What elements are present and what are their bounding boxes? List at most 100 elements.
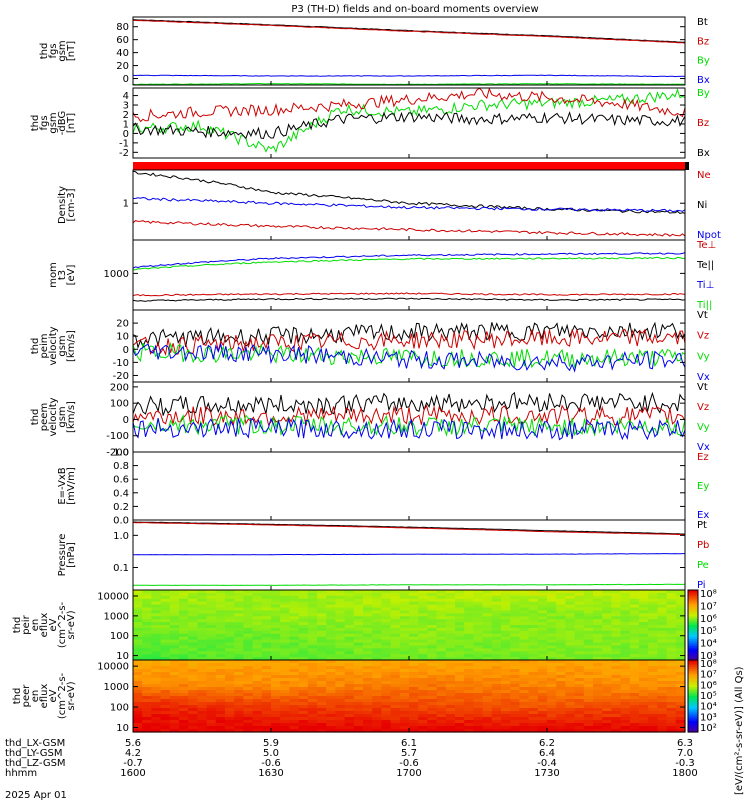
heatmap-cell xyxy=(629,720,640,724)
colorbar-segment xyxy=(688,653,698,656)
heatmap-cell xyxy=(390,592,401,597)
heatmap-cell xyxy=(657,720,668,724)
heatmap-cell xyxy=(409,672,419,676)
heatmap-cell xyxy=(473,639,484,644)
heatmap-cell xyxy=(243,627,254,632)
heatmap-cell xyxy=(547,666,557,670)
heatmap-cell xyxy=(307,708,318,712)
heatmap-cell xyxy=(335,663,346,667)
heatmap-cell xyxy=(317,726,327,730)
colorbar-segment xyxy=(688,708,698,711)
heatmap-cell xyxy=(528,633,539,638)
heatmap-cell xyxy=(381,702,392,706)
heatmap-cell xyxy=(501,604,511,609)
heatmap-cell xyxy=(390,639,401,644)
heatmap-cell xyxy=(344,598,355,603)
heatmap-cell xyxy=(142,720,152,724)
heatmap-cell xyxy=(317,598,327,603)
heatmap-cell xyxy=(547,595,557,600)
heatmap-cell xyxy=(491,702,502,706)
heatmap-cell xyxy=(565,711,576,715)
heatmap-cell xyxy=(280,592,290,597)
legend-label: Bx xyxy=(697,148,710,159)
heatmap-cell xyxy=(307,675,318,679)
heatmap-cell xyxy=(464,681,474,685)
heatmap-cell xyxy=(648,684,658,688)
heatmap-cell xyxy=(464,696,474,700)
heatmap-cell xyxy=(399,648,410,652)
heatmap-cell xyxy=(482,711,493,715)
heatmap-cell xyxy=(142,678,152,682)
heatmap-cell xyxy=(556,723,566,727)
heatmap-cell xyxy=(344,619,355,623)
heatmap-cell xyxy=(252,651,263,655)
heatmap-cell xyxy=(620,729,631,733)
colorbar-segment xyxy=(688,674,698,677)
heatmap-cell xyxy=(409,696,419,700)
heatmap-cell xyxy=(436,687,447,691)
heatmap-cell xyxy=(491,678,502,682)
heatmap-cell xyxy=(307,678,318,682)
heatmap-cell xyxy=(593,657,603,661)
heatmap-cell xyxy=(169,675,180,679)
heatmap-cell xyxy=(344,708,355,712)
heatmap-cell xyxy=(298,714,309,718)
heatmap-cell xyxy=(399,690,410,694)
heatmap-cell xyxy=(409,619,419,623)
heatmap-cell xyxy=(280,654,290,658)
heatmap-cell xyxy=(215,648,226,652)
heatmap-cell xyxy=(142,616,152,620)
heatmap-cell xyxy=(344,681,355,685)
heatmap-cell xyxy=(298,607,309,611)
heatmap-cell xyxy=(179,595,189,600)
heatmap-cell xyxy=(648,720,658,724)
heatmap-cell xyxy=(160,648,171,652)
heatmap-cell xyxy=(179,648,189,652)
heatmap-cell xyxy=(547,610,557,614)
heatmap-cell xyxy=(510,663,520,667)
heatmap-cell xyxy=(593,696,603,700)
heatmap-cell xyxy=(593,678,603,682)
heatmap-cell xyxy=(271,660,281,664)
heatmap-cell xyxy=(280,642,290,646)
heatmap-cell xyxy=(528,604,539,609)
heatmap-cell xyxy=(271,601,281,606)
heatmap-cell xyxy=(565,699,576,703)
heatmap-cell xyxy=(335,627,346,632)
heatmap-cell xyxy=(225,657,235,661)
heatmap-cell xyxy=(271,684,281,688)
heatmap-cell xyxy=(675,592,686,597)
heatmap-cell xyxy=(252,726,263,730)
heatmap-cell xyxy=(602,675,612,679)
heatmap-cell xyxy=(197,590,208,594)
heatmap-cell xyxy=(464,648,474,652)
panel-frame xyxy=(132,16,686,86)
heatmap-cell xyxy=(510,726,520,730)
heatmap-cell xyxy=(344,699,355,703)
heatmap-cell xyxy=(593,714,603,718)
colorbar-segment xyxy=(688,712,698,715)
colorbar-segment xyxy=(688,699,698,702)
heatmap-cell xyxy=(188,687,198,691)
heatmap-cell xyxy=(464,714,474,718)
heatmap-cell xyxy=(307,672,318,676)
heatmap-cell xyxy=(335,696,346,700)
heatmap-cell xyxy=(482,598,493,603)
heatmap-cell xyxy=(344,654,355,658)
heatmap-cell xyxy=(409,633,419,638)
heatmap-cell xyxy=(225,681,235,685)
heatmap-cell xyxy=(445,672,456,676)
x-axis-row-label: thd_LZ-GSM xyxy=(5,758,66,769)
heatmap-cell xyxy=(335,720,346,724)
panel-frame xyxy=(132,451,686,521)
heatmap-cell xyxy=(372,633,382,638)
heatmap-cell xyxy=(298,592,309,597)
heatmap-cell xyxy=(629,672,640,676)
x-axis-value: 1600 xyxy=(120,768,145,779)
heatmap-cell xyxy=(243,705,254,709)
heatmap-cell xyxy=(648,601,658,606)
heatmap-cell xyxy=(151,666,162,670)
heatmap-cell xyxy=(445,657,456,661)
heatmap-cell xyxy=(252,705,263,709)
heatmap-cell xyxy=(353,660,364,664)
